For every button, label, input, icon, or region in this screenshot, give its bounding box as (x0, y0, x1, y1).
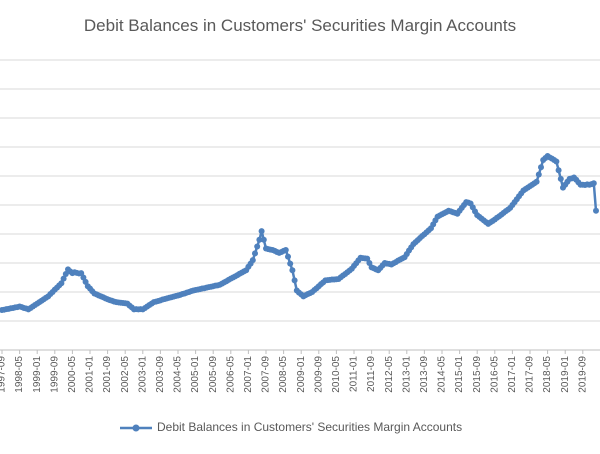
data-point (593, 207, 599, 214)
data-point (538, 164, 544, 171)
x-tick-label: 2011-09 (366, 356, 377, 392)
x-tick-label: 1999-01 (32, 356, 43, 393)
x-tick-label: 2003-01 (137, 356, 148, 393)
data-point (533, 178, 540, 185)
data-point (285, 253, 291, 260)
data-point (254, 243, 261, 250)
data-point (252, 250, 258, 257)
data-point (535, 171, 542, 178)
data-point (249, 257, 256, 264)
x-tick-label: 2016-05 (489, 356, 500, 393)
x-tick-label: 2013-01 (401, 356, 412, 393)
x-tick-label: 2005-01 (190, 356, 201, 393)
legend-label: Debit Balances in Customers' Securities … (157, 420, 462, 434)
x-tick-label: 2006-05 (225, 356, 236, 393)
x-tick-label: 2019-09 (577, 356, 588, 393)
data-point (590, 180, 597, 187)
chart-title: Debit Balances in Customers' Securities … (84, 16, 516, 35)
data-point (62, 271, 69, 278)
x-tick-label: 2007-01 (243, 356, 254, 393)
data-point (256, 236, 263, 243)
x-tick-label: 2010-05 (331, 356, 342, 393)
x-tick-label: 2005-09 (208, 356, 219, 393)
data-point (282, 246, 289, 253)
x-tick-label: 2012-05 (384, 356, 395, 393)
x-tick-label: 2013-09 (419, 356, 430, 393)
x-tick-label: 1999-09 (49, 356, 60, 393)
data-point (60, 275, 67, 282)
x-tick-label: 2000-05 (67, 356, 78, 393)
data-point (553, 158, 560, 165)
data-point (289, 267, 296, 274)
x-tick-label: 2001-09 (102, 356, 113, 393)
x-tick-label: 2015-01 (454, 356, 465, 393)
x-tick-label: 1997-09 (0, 356, 8, 393)
x-tick-label: 2011-01 (349, 356, 360, 392)
x-tick-label: 2002-05 (120, 356, 131, 393)
data-point (291, 277, 298, 284)
data-point (58, 280, 65, 287)
data-point (260, 236, 267, 243)
data-point (258, 228, 265, 235)
x-tick-label: 2008-05 (278, 356, 289, 393)
x-tick-label: 2018-05 (542, 356, 553, 393)
data-point (287, 260, 294, 267)
x-tick-label: 2001-01 (85, 356, 96, 393)
x-tick-label: 2009-01 (296, 356, 307, 393)
x-tick-label: 2007-09 (261, 356, 272, 393)
x-tick-label: 2015-09 (472, 356, 483, 393)
data-point (557, 175, 564, 182)
x-tick-label: 1998-05 (14, 356, 25, 393)
data-point (555, 167, 562, 174)
x-tick-label: 2004-05 (173, 356, 184, 393)
x-tick-label: 2017-01 (507, 356, 518, 393)
x-tick-label: 2003-09 (155, 356, 166, 393)
x-tick-label: 2017-09 (525, 356, 536, 393)
x-tick-label: 2009-09 (313, 356, 324, 393)
x-tick-label: 2019-01 (560, 356, 571, 393)
legend-marker (132, 424, 140, 432)
x-tick-label: 2014-05 (437, 356, 448, 393)
